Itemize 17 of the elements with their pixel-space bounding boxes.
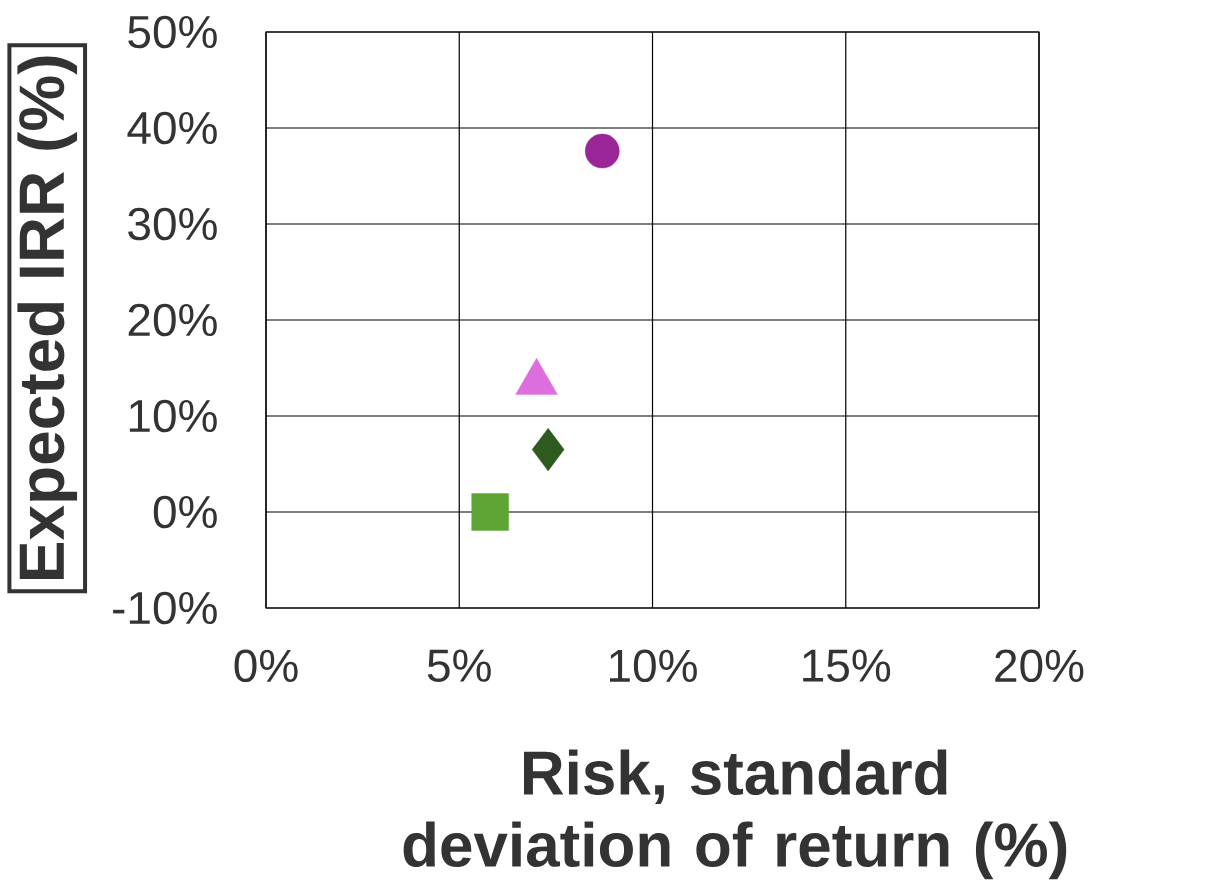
point bbox=[584, 133, 620, 169]
x-tick-label: 15% bbox=[803, 649, 891, 682]
y-tick-label: 40% bbox=[127, 111, 217, 145]
y-tick-label: 10% bbox=[129, 399, 217, 433]
x-tick-label: 0% bbox=[234, 649, 298, 683]
y-tick-label: 50% bbox=[128, 15, 217, 49]
point bbox=[531, 428, 565, 472]
y-tick-label: 0% bbox=[153, 495, 217, 529]
x-tick-label: 20% bbox=[995, 649, 1084, 683]
y-tick-label: 20% bbox=[128, 303, 217, 337]
y-axis-title: Expected IRR (%) bbox=[17, 56, 78, 579]
y-tick-label: -10% bbox=[113, 591, 217, 625]
x-tick-label: 10% bbox=[609, 649, 697, 683]
point bbox=[471, 493, 509, 531]
x-tick-label: 5% bbox=[427, 649, 491, 682]
x-axis-title: Risk, standard deviation of return (%) bbox=[403, 749, 1067, 880]
y-tick-label: 30% bbox=[128, 207, 217, 241]
